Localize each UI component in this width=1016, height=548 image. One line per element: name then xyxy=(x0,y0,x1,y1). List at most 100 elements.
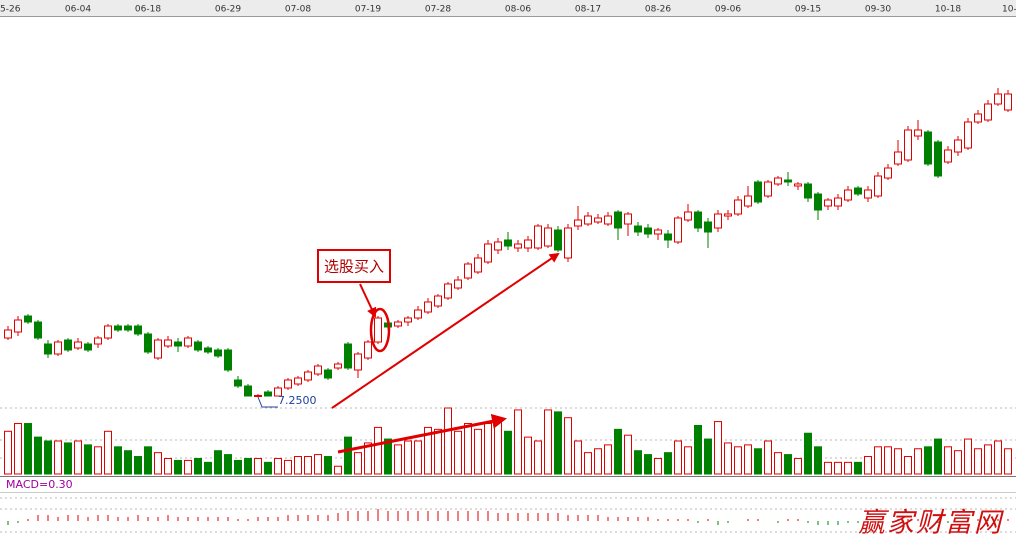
candle-body xyxy=(224,349,232,371)
date-label: 10-18 xyxy=(935,5,961,15)
volume-bar xyxy=(224,454,232,475)
volume-bar xyxy=(34,436,42,475)
volume-bar xyxy=(354,452,362,475)
candle-body xyxy=(754,181,762,203)
candle-body xyxy=(604,215,612,225)
volume-bar xyxy=(304,456,312,475)
volume-bar xyxy=(954,450,962,475)
volume-bar xyxy=(734,446,742,475)
volume-bar xyxy=(244,457,252,475)
candle-body xyxy=(724,213,732,217)
candle-body xyxy=(974,113,982,123)
candle-body xyxy=(314,365,322,375)
candle-body xyxy=(774,177,782,185)
volume-bar xyxy=(284,459,292,475)
date-label: 06-04 xyxy=(65,5,91,15)
candle-body xyxy=(434,295,442,307)
candle-body xyxy=(324,369,332,379)
candle-body xyxy=(684,211,692,221)
volume-bar xyxy=(614,428,622,475)
volume-bar xyxy=(384,438,392,475)
volume-bar xyxy=(454,430,462,475)
volume-bar xyxy=(4,430,12,475)
candle-body xyxy=(554,229,562,251)
candle-body xyxy=(574,219,582,227)
volume-bar xyxy=(54,440,62,475)
candle-body xyxy=(584,215,592,225)
candle-body xyxy=(644,227,652,235)
volume-bar xyxy=(434,428,442,475)
candle-body xyxy=(184,337,192,347)
volume-bar xyxy=(594,448,602,475)
candle-body xyxy=(994,93,1002,105)
candle-body xyxy=(134,325,142,335)
candle-body xyxy=(844,189,852,201)
volume-bar xyxy=(404,440,412,475)
candle-body xyxy=(884,167,892,179)
candle-body xyxy=(704,221,712,233)
volume-bar xyxy=(174,459,182,475)
candle-body xyxy=(614,211,622,229)
volume-bar xyxy=(194,457,202,475)
volume-bar xyxy=(184,459,192,475)
volume-bar xyxy=(514,409,522,475)
date-label: 08-26 xyxy=(645,5,671,15)
volume-bar xyxy=(114,446,122,475)
candle-body xyxy=(374,317,382,343)
candle-body xyxy=(734,199,742,215)
candle-body xyxy=(204,347,212,353)
candle-body xyxy=(474,257,482,273)
candle-body xyxy=(274,387,282,397)
volume-bar xyxy=(374,426,382,475)
candle-body xyxy=(194,341,202,351)
candle-body xyxy=(24,315,32,323)
date-label: 06-18 xyxy=(135,5,161,15)
volume-bar xyxy=(444,407,452,475)
volume-bar xyxy=(124,450,132,475)
volume-bar xyxy=(664,452,672,475)
volume-bar xyxy=(894,448,902,475)
volume-bar xyxy=(874,446,882,475)
candle-body xyxy=(394,321,402,327)
volume-bar xyxy=(884,446,892,475)
volume-bar xyxy=(504,430,512,475)
volume-bar xyxy=(744,444,752,475)
volume-bar xyxy=(914,448,922,475)
annotation-arrow xyxy=(359,283,377,318)
volume-bar xyxy=(104,430,112,475)
volume-bar xyxy=(764,440,772,475)
candle-body xyxy=(924,131,932,165)
candle-body xyxy=(354,353,362,371)
candle-body xyxy=(144,333,152,353)
marks: 5-26 06-04 06-18 06-29 07-08 07-19 07-28 08-06 0… xyxy=(0,5,1016,525)
volume-bar xyxy=(554,411,562,475)
volume-bar xyxy=(834,461,842,475)
annotation-box xyxy=(317,249,391,283)
candle-body xyxy=(904,129,912,161)
candle-body xyxy=(154,339,162,359)
candle-body xyxy=(524,239,532,249)
candle-body xyxy=(514,243,522,249)
volume-bar xyxy=(144,446,152,475)
candle-body xyxy=(214,349,222,357)
candle-body xyxy=(674,217,682,243)
volume-bar xyxy=(924,446,932,475)
candle-body xyxy=(564,227,572,259)
candle-body xyxy=(714,213,722,229)
date-label: 07-08 xyxy=(285,5,311,15)
volume-bar xyxy=(64,442,72,475)
volume-bar xyxy=(524,436,532,475)
candle-body xyxy=(444,283,452,299)
volume-bar xyxy=(484,423,492,475)
candle-body xyxy=(894,151,902,165)
volume-bar xyxy=(864,456,872,475)
candle-body xyxy=(34,321,42,339)
date-label: 09-15 xyxy=(795,5,821,15)
candle-body xyxy=(364,341,372,359)
candle-body xyxy=(744,195,752,207)
candle-body xyxy=(404,317,412,323)
date-label: 09-30 xyxy=(865,5,891,15)
candle-body xyxy=(624,213,632,225)
candle-body xyxy=(174,341,182,347)
volume-bar xyxy=(854,461,862,475)
